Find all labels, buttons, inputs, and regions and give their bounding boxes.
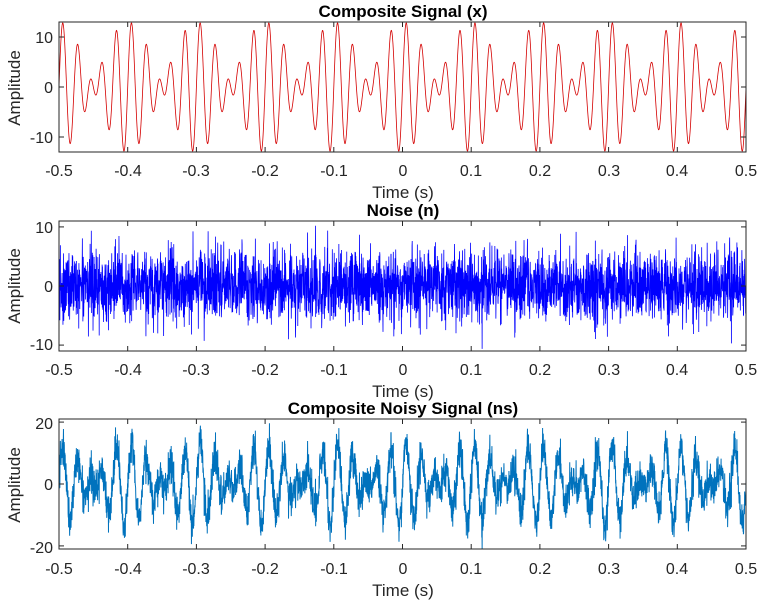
x-axis-label: Time (s) [372,183,434,202]
x-tick-label: 0.2 [529,163,551,180]
x-tick-label: 0.1 [460,362,482,379]
x-tick-label: -0.4 [114,561,142,578]
x-tick-label: -0.3 [182,163,210,180]
x-tick-label: 0.5 [735,163,757,180]
x-tick-label: -0.3 [182,561,210,578]
y-tick-label: -10 [30,337,53,354]
x-tick-label: 0.2 [529,561,551,578]
x-tick-label: 0.1 [460,561,482,578]
y-tick-label: 0 [44,279,53,296]
x-tick-label: -0.1 [320,163,348,180]
tick-group: -0.5 -0.4 -0.3 -0.2 -0.1 0 0.1 0.2 0.3 0… [30,220,757,379]
x-tick-label: -0.1 [320,362,348,379]
chart-title: Composite Signal (x) [318,2,487,21]
x-tick-label: 0.4 [666,163,688,180]
panel-composite-noisy-signal: Composite Noisy Signal (ns) Amplitude Ti… [5,399,757,600]
series-line [58,423,747,550]
y-tick-label: -20 [30,540,53,557]
y-tick-label: 10 [35,30,53,47]
series-line-group [58,22,747,152]
panel-noise: Noise (n) Amplitude Time (s) -0.5 -0.4 -… [5,201,757,401]
panel-composite-signal: Composite Signal (x) Amplitude Time (s) … [5,2,757,202]
series-line [58,22,747,152]
y-tick-label: 10 [35,220,53,237]
series-line-group [58,423,747,550]
x-tick-label: -0.3 [182,362,210,379]
y-axis-label: Amplitude [5,447,24,523]
x-tick-label: 0.5 [735,362,757,379]
x-tick-label: -0.2 [251,561,279,578]
y-tick-label: 0 [44,80,53,97]
x-tick-label: -0.5 [45,561,73,578]
x-tick-label: 0.3 [598,561,620,578]
x-tick-label: -0.4 [114,362,142,379]
series-line [58,225,747,349]
x-tick-label: 0.3 [598,163,620,180]
x-tick-label: 0.4 [666,362,688,379]
x-axis-label: Time (s) [372,581,434,600]
x-tick-label: -0.2 [251,362,279,379]
x-tick-label: -0.5 [45,362,73,379]
x-tick-label: 0 [399,362,408,379]
x-axis-label: Time (s) [372,382,434,401]
x-tick-label: -0.5 [45,163,73,180]
x-tick-label: -0.2 [251,163,279,180]
y-tick-label: 20 [35,416,53,433]
chart-title: Composite Noisy Signal (ns) [288,399,518,418]
x-tick-label: -0.1 [320,561,348,578]
tick-group: -0.5 -0.4 -0.3 -0.2 -0.1 0 0.1 0.2 0.3 0… [30,22,757,180]
x-tick-label: 0 [399,163,408,180]
tick-group: -0.5 -0.4 -0.3 -0.2 -0.1 0 0.1 0.2 0.3 0… [30,416,757,578]
x-tick-label: 0.4 [666,561,688,578]
y-tick-label: 0 [44,477,53,494]
x-tick-label: 0 [399,561,408,578]
y-tick-label: -10 [30,130,53,147]
series-line-group [58,225,747,349]
y-axis-label: Amplitude [5,50,24,126]
x-tick-label: 0.1 [460,163,482,180]
x-tick-label: 0.2 [529,362,551,379]
y-axis-label: Amplitude [5,248,24,324]
chart-title: Noise (n) [367,201,440,220]
x-tick-label: -0.4 [114,163,142,180]
x-tick-label: 0.5 [735,561,757,578]
x-tick-label: 0.3 [598,362,620,379]
